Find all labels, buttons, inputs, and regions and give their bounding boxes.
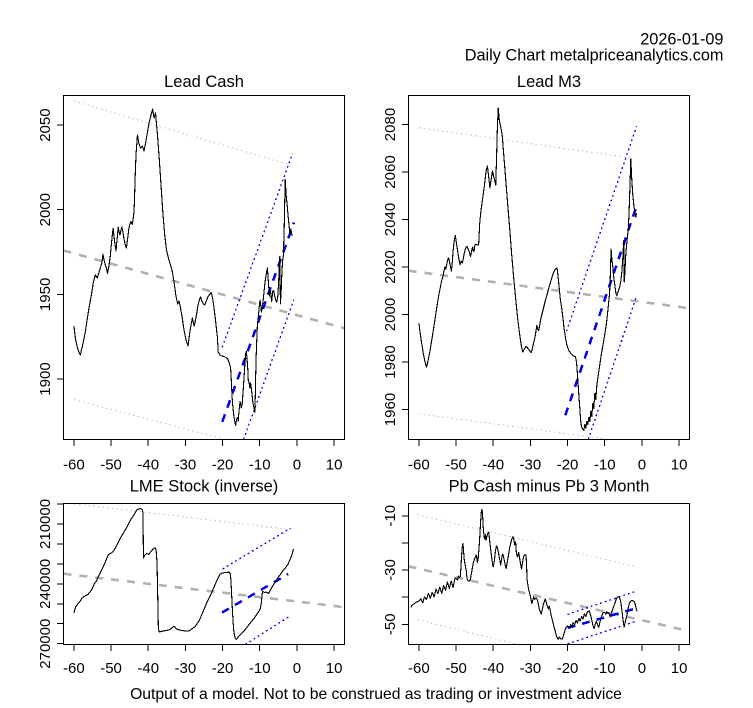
svg-text:0: 0 [293,457,301,474]
svg-text:0: 0 [638,457,646,474]
svg-text:10: 10 [671,660,688,677]
svg-text:Lead M3: Lead M3 [517,73,581,91]
svg-text:-50: -50 [445,457,467,474]
svg-text:-30: -30 [382,559,399,581]
svg-text:2060: 2060 [382,155,399,188]
svg-text:-10: -10 [249,457,271,474]
svg-text:2050: 2050 [37,108,54,141]
svg-text:0: 0 [638,660,646,677]
svg-text:LME Stock (inverse): LME Stock (inverse) [130,478,279,496]
svg-text:210000: 210000 [37,499,54,549]
svg-text:-20: -20 [557,660,579,677]
svg-text:2000: 2000 [37,193,54,226]
svg-text:1950: 1950 [37,278,54,311]
svg-text:2080: 2080 [382,108,399,141]
svg-text:-30: -30 [520,660,542,677]
svg-text:-60: -60 [408,660,430,677]
svg-text:-50: -50 [382,613,399,635]
svg-text:Output of a model. Not to be c: Output of a model. Not to be construed a… [130,686,622,703]
svg-text:-50: -50 [100,660,122,677]
svg-text:-10: -10 [594,660,616,677]
svg-text:-20: -20 [212,660,234,677]
svg-text:-30: -30 [175,457,197,474]
svg-text:1980: 1980 [382,345,399,378]
svg-text:-40: -40 [137,660,159,677]
svg-text:-60: -60 [63,660,85,677]
svg-text:270000: 270000 [37,619,54,669]
svg-text:1960: 1960 [382,393,399,426]
svg-text:Daily Chart metalpriceanalytic: Daily Chart metalpriceanalytics.com [465,47,724,65]
svg-text:2000: 2000 [382,298,399,331]
svg-text:2040: 2040 [382,203,399,236]
svg-text:-30: -30 [175,660,197,677]
svg-text:10: 10 [671,457,688,474]
svg-text:-40: -40 [482,457,504,474]
svg-text:-60: -60 [408,457,430,474]
svg-text:2020: 2020 [382,250,399,283]
svg-text:-20: -20 [557,457,579,474]
svg-text:-50: -50 [100,457,122,474]
svg-text:-40: -40 [137,457,159,474]
svg-text:-40: -40 [482,660,504,677]
svg-text:1900: 1900 [37,362,54,395]
svg-text:Lead Cash: Lead Cash [164,73,244,91]
svg-text:-10: -10 [382,505,399,527]
svg-text:240000: 240000 [37,559,54,609]
svg-text:-20: -20 [212,457,234,474]
svg-text:10: 10 [326,457,343,474]
svg-text:-10: -10 [249,660,271,677]
svg-text:-10: -10 [594,457,616,474]
svg-text:0: 0 [293,660,301,677]
svg-text:-50: -50 [445,660,467,677]
svg-text:10: 10 [326,660,343,677]
svg-text:-60: -60 [63,457,85,474]
svg-text:2026-01-09: 2026-01-09 [640,31,723,49]
svg-text:Pb Cash minus Pb 3 Month: Pb Cash minus Pb 3 Month [449,478,650,496]
svg-text:-30: -30 [520,457,542,474]
